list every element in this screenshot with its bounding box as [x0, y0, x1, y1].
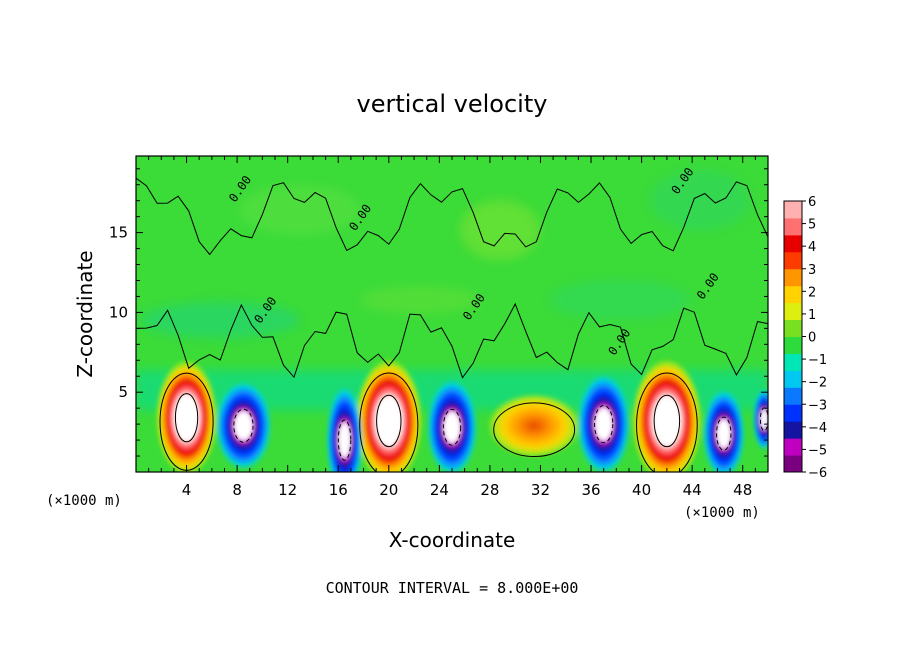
colorbar-swatch: [784, 302, 802, 321]
x-tick-label: 36: [581, 481, 600, 499]
updraft-contour: [174, 393, 199, 443]
colorbar-tick-label: 2: [808, 285, 816, 300]
x-tick-label: 40: [632, 481, 651, 499]
colorbar-tick-label: −2: [808, 376, 827, 391]
colorbar-swatch: [784, 201, 802, 219]
updraft-cell: [487, 393, 581, 458]
x-tick-label: 20: [379, 481, 398, 499]
x-tick-label: 24: [430, 481, 449, 499]
colorbar-tick-label: 1: [808, 308, 816, 323]
y-tick-label: 10: [109, 303, 128, 321]
x-tick-label: 4: [182, 481, 192, 499]
x-tick-label: 48: [733, 481, 752, 499]
zero-contour: [493, 402, 576, 458]
y-axis: 5 10 15: [109, 168, 768, 457]
downdraft-contour: [716, 416, 732, 451]
colorbar-swatch: [784, 455, 802, 473]
y-tick-label: 5: [118, 383, 128, 401]
colorbar-swatch: [784, 285, 802, 304]
downdraft-contour: [337, 419, 352, 461]
y-axis-title: Z-coordinate: [73, 250, 97, 377]
colorbar-swatch: [784, 404, 802, 422]
colorbar-tick-label: 3: [808, 263, 816, 278]
x-tick-label: 16: [329, 481, 348, 499]
colorbar-tick-label: −3: [808, 398, 827, 413]
updraft-cell: [355, 359, 423, 472]
colorbar-tick-label: 6: [808, 195, 816, 210]
colorbar-tick-label: −4: [808, 421, 827, 436]
colorbar-swatch: [784, 319, 802, 337]
colorbar-swatch: [784, 370, 802, 388]
downdraft-cell: [326, 386, 363, 472]
colorbar-swatch: [784, 251, 802, 270]
colorbar-swatch: [784, 438, 802, 456]
downdraft-cell: [753, 388, 768, 450]
colorbar-swatch: [784, 353, 802, 371]
colorbar-swatch: [784, 268, 802, 287]
x-tick-label: 44: [683, 481, 702, 499]
x-tick-label: 8: [232, 481, 242, 499]
downdraft-contour: [233, 408, 254, 443]
zero-contour-line: [136, 302, 768, 379]
colorbar: 6 5 4 3 2 1 0 −1 −2 −3 −4 −5 −6: [783, 195, 827, 481]
zero-contour: [359, 372, 419, 472]
x-unit-label-left: (×1000 m): [46, 493, 122, 509]
zero-contour-line: [136, 177, 768, 256]
colorbar-tick-label: −1: [808, 353, 827, 368]
x-tick-label: 12: [278, 481, 297, 499]
field-texture: [140, 170, 750, 338]
updraft-contour: [376, 394, 402, 448]
contour-interval-note: CONTOUR INTERVAL = 8.000E+00: [326, 579, 579, 597]
x-axis: 4 8 12 16 20 24 28 32 36 40 44 48: [148, 156, 756, 499]
contour-lines: [136, 177, 768, 472]
plot-area: 0.000.000.00 0.000.000.000.00: [136, 156, 768, 472]
downdraft-cell: [426, 379, 478, 472]
downdraft-contour: [442, 408, 462, 446]
downdraft-cell: [215, 381, 272, 470]
x-axis-title: X-coordinate: [389, 528, 516, 552]
chart-title: vertical velocity: [357, 90, 548, 118]
zero-contour: [636, 372, 698, 472]
colorbar-swatch: [784, 336, 802, 354]
updraft-cell: [156, 359, 218, 472]
y-tick-label: 15: [109, 224, 128, 242]
downdraft-cell: [577, 374, 631, 472]
x-tick-label: 28: [480, 481, 499, 499]
x-unit-label-right: (×1000 m): [684, 505, 760, 521]
velocity-cells: [156, 359, 768, 472]
colorbar-tick-label: 0: [808, 331, 816, 346]
x-tick-label: 32: [531, 481, 550, 499]
colorbar-tick-label: −5: [808, 443, 827, 458]
downdraft-contour: [594, 404, 614, 444]
updraft-contour: [653, 394, 681, 448]
downdraft-cell: [702, 389, 745, 472]
colorbar-swatch: [784, 217, 802, 236]
colorbar-tick-label: 4: [808, 240, 816, 255]
colorbar-swatch: [784, 421, 802, 439]
colorbar-tick-label: −6: [808, 466, 827, 481]
colorbar-tick-label: 5: [808, 218, 816, 233]
colorbar-swatch: [784, 387, 802, 405]
updraft-cell: [632, 359, 702, 472]
colorbar-swatch: [784, 234, 802, 253]
